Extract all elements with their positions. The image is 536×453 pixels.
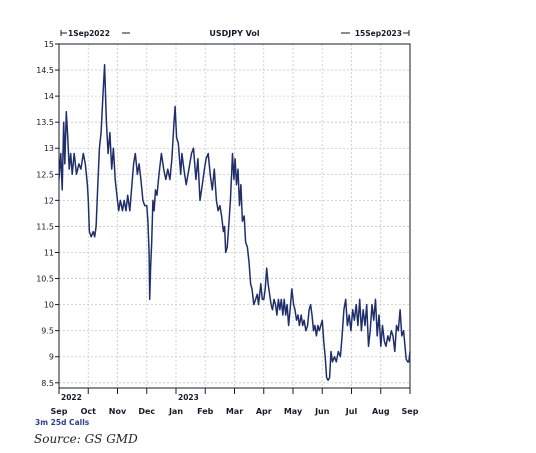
- y-tick-label: 10.5: [36, 275, 54, 284]
- x-tick-label: Oct: [81, 407, 97, 416]
- x-tick-label: Jun: [314, 407, 330, 416]
- y-tick-label: 12.5: [36, 170, 54, 179]
- y-tick-label: 11: [44, 248, 54, 257]
- series-label: 3m 25d Calls: [35, 418, 90, 427]
- y-tick-label: 13: [44, 144, 54, 153]
- range-start-label: 1Sep2022: [68, 29, 110, 38]
- source-note: Source: GS GMD: [34, 432, 138, 446]
- x-tick-label: Dec: [138, 407, 155, 416]
- year-label-2023: 2023: [178, 393, 199, 402]
- x-tick-label: Jul: [345, 407, 358, 416]
- y-tick-label: 13.5: [36, 118, 54, 127]
- range-start-marker: 1Sep2022: [60, 29, 130, 38]
- y-tick-label: 9: [49, 353, 54, 362]
- y-tick-label: 14.5: [36, 66, 54, 75]
- y-tick-label: 9.5: [41, 327, 54, 336]
- y-axis: 8.5 9 9.5 10 10.5 11 11.5 12 12.5 13 13.5 14 14.5 15: [36, 40, 59, 388]
- y-tick-label: 10: [44, 301, 54, 310]
- series-line: [58, 64, 411, 381]
- x-tick-label: May: [284, 407, 303, 416]
- x-tick-label: Sep: [402, 407, 419, 416]
- y-tick-label: 8.5: [41, 379, 54, 388]
- y-tick-label: 12: [44, 196, 54, 205]
- x-tick-label: Jan: [168, 407, 183, 416]
- x-tick-label: Nov: [109, 407, 127, 416]
- x-tick-label: Mar: [226, 407, 243, 416]
- grid: [59, 43, 410, 388]
- range-end-label: 15Sep2023: [355, 29, 402, 38]
- year-label-2022: 2022: [61, 393, 82, 402]
- chart-title: USDJPY Vol: [209, 29, 260, 38]
- x-tick-label: Feb: [197, 407, 214, 416]
- y-tick-label: 11.5: [36, 222, 54, 231]
- y-tick-label: 14: [44, 92, 54, 101]
- x-tick-label: Sep: [51, 407, 68, 416]
- range-end-marker: 15Sep2023: [341, 29, 410, 38]
- x-tick-label: Apr: [256, 407, 272, 416]
- x-tick-label: Aug: [372, 407, 390, 416]
- y-tick-label: 15: [44, 40, 54, 49]
- x-axis: Sep Oct Nov Dec Jan Feb Mar Apr May Jun Jul Aug Sep: [51, 388, 419, 416]
